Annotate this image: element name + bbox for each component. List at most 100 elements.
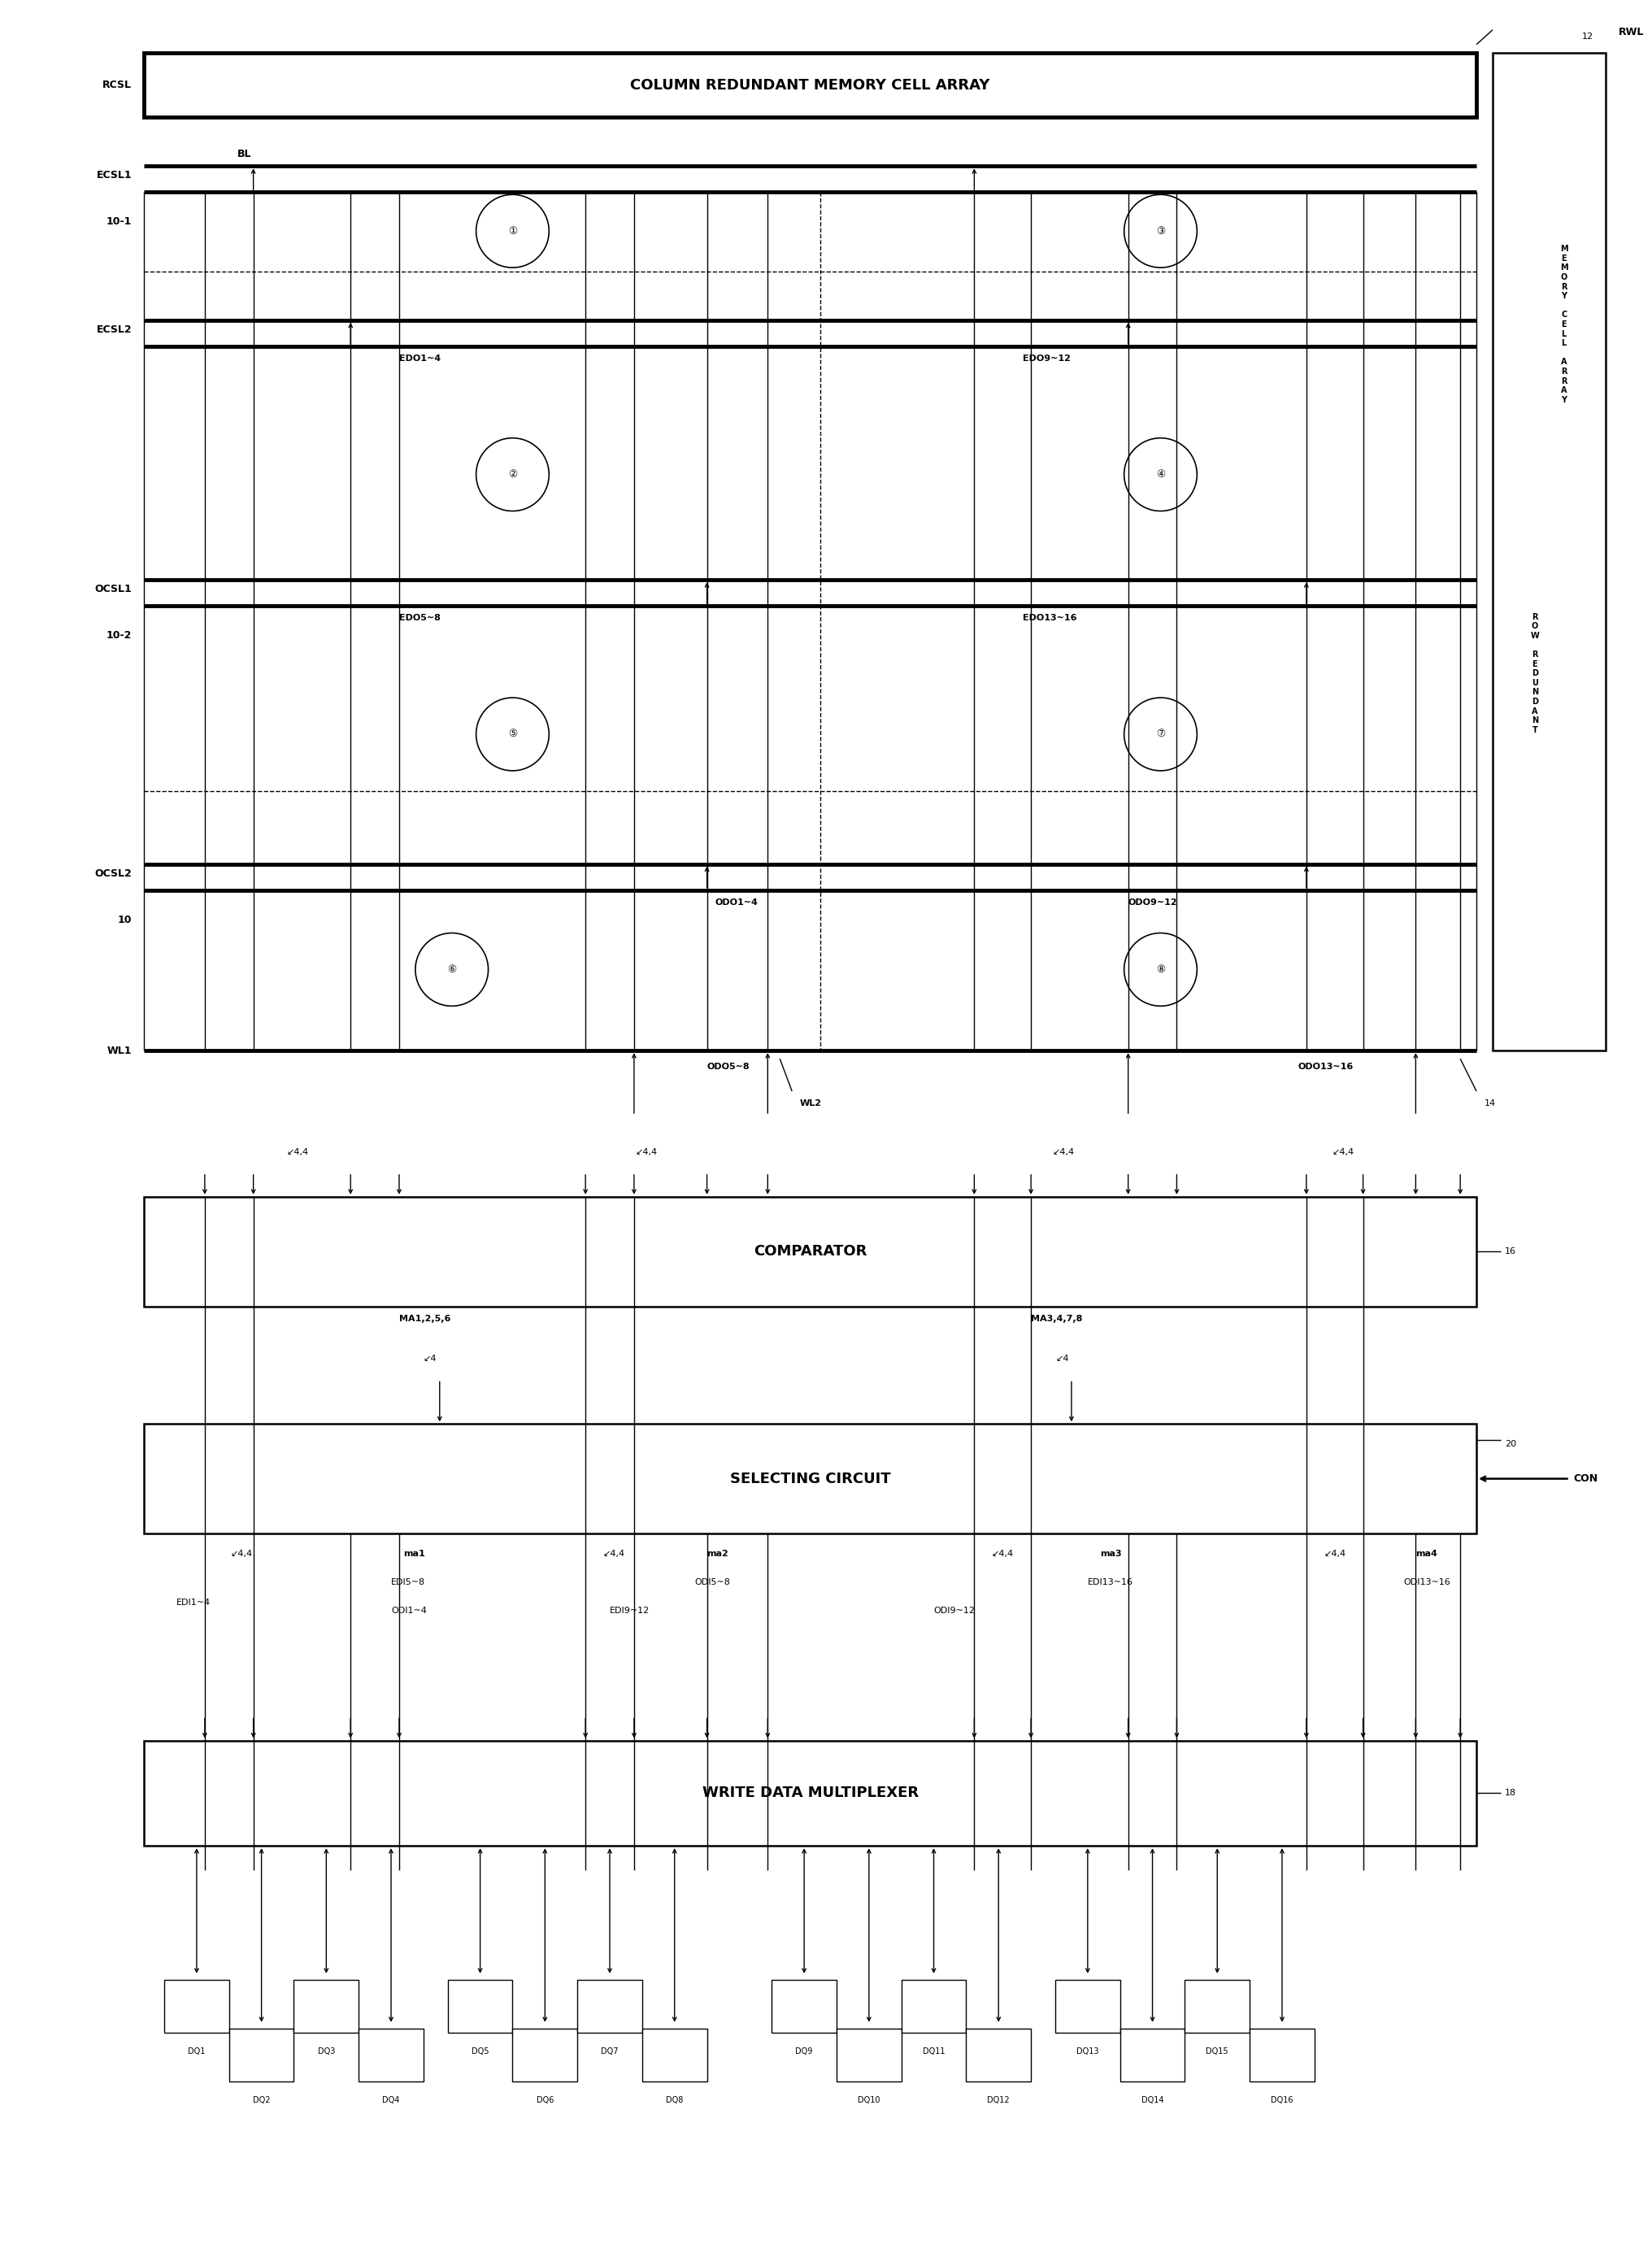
Text: OCSL2: OCSL2 [94, 869, 132, 878]
Text: COMPARATOR: COMPARATOR [753, 1244, 866, 1260]
Text: ma4: ma4 [1416, 1549, 1437, 1559]
Bar [294, 1979, 358, 2034]
Text: EDI5~8: EDI5~8 [392, 1579, 425, 1586]
Bar [358, 2029, 423, 2081]
Text: M
E
M
O
R
Y
 
C
E
L
L
 
A
R
R
A
Y: M E M O R Y C E L L A R R A Y [1559, 244, 1568, 405]
Text: ODO13~16: ODO13~16 [1297, 1063, 1353, 1070]
Text: CON: CON [1573, 1473, 1597, 1484]
Text: EDO5~8: EDO5~8 [400, 613, 441, 622]
Bar [144, 52, 1475, 118]
Text: ODO5~8: ODO5~8 [707, 1063, 750, 1070]
Text: ODI13~16: ODI13~16 [1403, 1579, 1450, 1586]
Text: EDI1~4: EDI1~4 [177, 1599, 210, 1606]
Text: DQ14: DQ14 [1142, 2097, 1163, 2104]
Text: ma3: ma3 [1099, 1549, 1122, 1559]
Bar [771, 1979, 836, 2034]
Text: R
O
W
 
R
E
D
U
N
D
A
N
T: R O W R E D U N D A N T [1530, 613, 1538, 733]
Text: BL: BL [236, 149, 251, 161]
Text: ↙4,4: ↙4,4 [287, 1149, 309, 1156]
Text: DQ4: DQ4 [382, 2097, 400, 2104]
Text: ↙4,4: ↙4,4 [1323, 1549, 1345, 1559]
Text: OCSL1: OCSL1 [94, 584, 132, 595]
Bar [1184, 1979, 1249, 2034]
Text: EDO13~16: EDO13~16 [1023, 613, 1077, 622]
Text: SELECTING CIRCUIT: SELECTING CIRCUIT [730, 1470, 890, 1486]
Text: EDO1~4: EDO1~4 [400, 355, 441, 362]
Text: RWL: RWL [1617, 27, 1642, 38]
Text: ODO1~4: ODO1~4 [715, 898, 758, 907]
Text: DQ2: DQ2 [253, 2097, 269, 2104]
Text: ma2: ma2 [707, 1549, 729, 1559]
Text: ECSL2: ECSL2 [96, 323, 132, 335]
Bar [1054, 1979, 1120, 2034]
Text: RCSL: RCSL [102, 79, 132, 90]
Text: DQ8: DQ8 [666, 2097, 682, 2104]
Text: DQ12: DQ12 [986, 2097, 1009, 2104]
Text: ↙4,4: ↙4,4 [1052, 1149, 1074, 1156]
Text: ②: ② [507, 468, 517, 480]
Text: ↙4,4: ↙4,4 [991, 1549, 1013, 1559]
Text: MA3,4,7,8: MA3,4,7,8 [1031, 1314, 1082, 1323]
Bar [966, 2029, 1031, 2081]
Text: ①: ① [507, 226, 517, 235]
Text: 10-1: 10-1 [106, 217, 132, 226]
Text: MA1,2,5,6: MA1,2,5,6 [400, 1314, 451, 1323]
Text: ODI9~12: ODI9~12 [933, 1606, 975, 1615]
Bar [836, 2029, 900, 2081]
Bar [577, 1979, 643, 2034]
Bar [1120, 2029, 1184, 2081]
Bar [144, 1197, 1475, 1305]
Text: DQ5: DQ5 [471, 2047, 489, 2056]
Text: ↙4,4: ↙4,4 [1332, 1149, 1353, 1156]
Text: 18: 18 [1503, 1789, 1515, 1798]
Text: ↙4,4: ↙4,4 [603, 1549, 624, 1559]
Text: ⑥: ⑥ [448, 964, 456, 975]
Bar [164, 1979, 230, 2034]
Text: WRITE DATA MULTIPLEXER: WRITE DATA MULTIPLEXER [702, 1785, 919, 1801]
Bar [900, 1979, 966, 2034]
Text: WL2: WL2 [800, 1099, 821, 1108]
Text: DQ7: DQ7 [601, 2047, 618, 2056]
Text: ODO9~12: ODO9~12 [1128, 898, 1176, 907]
Text: DQ3: DQ3 [317, 2047, 335, 2056]
Bar [144, 1425, 1475, 1534]
Text: DQ16: DQ16 [1270, 2097, 1292, 2104]
Text: ↙4: ↙4 [423, 1355, 436, 1364]
Text: EDO9~12: EDO9~12 [1023, 355, 1070, 362]
Text: DQ9: DQ9 [795, 2047, 813, 2056]
Bar [512, 2029, 577, 2081]
Text: EDI13~16: EDI13~16 [1087, 1579, 1133, 1586]
Text: ④: ④ [1155, 468, 1165, 480]
Text: ⑦: ⑦ [1155, 728, 1165, 740]
Text: ↙4: ↙4 [1054, 1355, 1069, 1364]
Text: ③: ③ [1155, 226, 1165, 235]
Bar [643, 2029, 707, 2081]
Text: ↙4,4: ↙4,4 [230, 1549, 253, 1559]
Text: COLUMN REDUNDANT MEMORY CELL ARRAY: COLUMN REDUNDANT MEMORY CELL ARRAY [629, 77, 990, 93]
Text: EDI9~12: EDI9~12 [610, 1606, 649, 1615]
Bar [1249, 2029, 1313, 2081]
Text: 10-2: 10-2 [106, 631, 132, 640]
Text: DQ6: DQ6 [535, 2097, 553, 2104]
Text: DQ10: DQ10 [857, 2097, 881, 2104]
Bar [1492, 52, 1606, 1050]
Text: DQ13: DQ13 [1075, 2047, 1099, 2056]
Text: DQ11: DQ11 [922, 2047, 945, 2056]
Text: 12: 12 [1581, 32, 1593, 41]
Text: DQ1: DQ1 [188, 2047, 205, 2056]
Text: DQ15: DQ15 [1206, 2047, 1227, 2056]
Bar [144, 1739, 1475, 1846]
Text: ⑤: ⑤ [507, 728, 517, 740]
Text: ↙4,4: ↙4,4 [634, 1149, 657, 1156]
Text: 16: 16 [1503, 1246, 1515, 1255]
Text: WL1: WL1 [107, 1045, 132, 1056]
Text: ODI5~8: ODI5~8 [694, 1579, 730, 1586]
Text: 14: 14 [1483, 1099, 1495, 1108]
Bar [230, 2029, 294, 2081]
Bar [448, 1979, 512, 2034]
Text: 20: 20 [1503, 1441, 1515, 1448]
Text: 10: 10 [117, 914, 132, 925]
Text: ⑧: ⑧ [1155, 964, 1165, 975]
Text: ma1: ma1 [403, 1549, 425, 1559]
Text: ODI1~4: ODI1~4 [392, 1606, 426, 1615]
